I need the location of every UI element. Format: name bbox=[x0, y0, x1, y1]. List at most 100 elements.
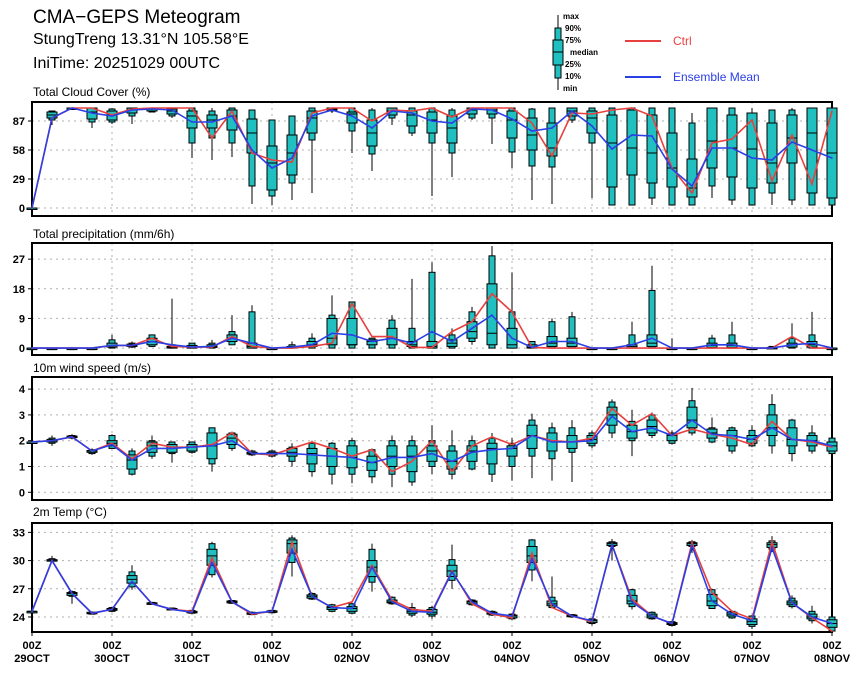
mean-point bbox=[571, 110, 573, 112]
mean-point bbox=[231, 601, 233, 603]
box-p25-p75 bbox=[606, 114, 618, 188]
ctrl-point bbox=[631, 424, 633, 427]
mean-point bbox=[311, 115, 313, 117]
mean-point bbox=[691, 185, 693, 187]
ctrl-point bbox=[491, 292, 493, 295]
y-tick-label: 87 bbox=[13, 116, 25, 128]
x-tick-date-label: 04NOV bbox=[494, 653, 531, 665]
ctrl-point bbox=[831, 110, 833, 112]
mean-point bbox=[431, 611, 433, 614]
mean-point bbox=[371, 340, 373, 343]
mean-point bbox=[811, 616, 813, 618]
mean-point bbox=[411, 456, 413, 459]
mean-point bbox=[351, 334, 353, 336]
mean-point bbox=[211, 445, 213, 447]
mean-point bbox=[551, 340, 553, 343]
box-plot bbox=[326, 295, 338, 349]
mean-point bbox=[211, 121, 213, 123]
ctrl-point bbox=[371, 448, 373, 451]
mean-point bbox=[271, 347, 273, 349]
ctrl-point bbox=[351, 107, 353, 109]
mean-point bbox=[531, 557, 533, 560]
mean-point bbox=[191, 446, 193, 448]
mean-point bbox=[591, 619, 593, 622]
mean-point bbox=[291, 346, 293, 348]
box-p25-p75 bbox=[506, 445, 518, 457]
mean-point bbox=[591, 125, 593, 127]
mean-point bbox=[371, 127, 373, 129]
ctrl-point bbox=[631, 347, 633, 349]
box-plot bbox=[646, 107, 658, 205]
legend-p75-label: 75% bbox=[565, 36, 581, 45]
ctrl-point bbox=[751, 443, 753, 446]
legend-mean-label: Ensemble Mean bbox=[673, 70, 760, 84]
x-tick-date-label: 29OCT bbox=[14, 653, 50, 665]
mean-point bbox=[151, 108, 153, 110]
mean-point bbox=[731, 343, 733, 346]
panel-title: Total precipitation (mm/6h) bbox=[33, 227, 174, 241]
mean-point bbox=[171, 343, 173, 346]
x-tick-time-label: 00Z bbox=[583, 640, 602, 652]
x-tick-time-label: 00Z bbox=[23, 640, 42, 652]
x-tick-time-label: 00Z bbox=[743, 640, 762, 652]
ctrl-point bbox=[211, 556, 213, 559]
box-plot bbox=[686, 387, 698, 436]
ctrl-point bbox=[351, 302, 353, 305]
ctrl-point bbox=[331, 447, 333, 450]
ctrl-point bbox=[791, 134, 793, 136]
box-p25-p75 bbox=[526, 117, 538, 151]
mean-point bbox=[831, 157, 833, 159]
mean-point bbox=[331, 606, 333, 609]
ctrl-point bbox=[371, 120, 373, 122]
box-plot bbox=[206, 427, 218, 472]
ctrl-point bbox=[271, 159, 273, 161]
mean-point bbox=[771, 426, 773, 429]
ctrl-point bbox=[211, 443, 213, 446]
ctrl-point bbox=[591, 113, 593, 115]
x-tick-date-label: 02NOV bbox=[334, 653, 371, 665]
mean-point bbox=[311, 595, 313, 598]
ctrl-point bbox=[91, 107, 93, 109]
ctrl-point bbox=[651, 412, 653, 415]
mean-point bbox=[751, 438, 753, 441]
ctrl-point bbox=[491, 436, 493, 438]
x-tick-date-label: 06NOV bbox=[654, 653, 691, 665]
ctrl-point bbox=[491, 107, 493, 109]
mean-point bbox=[551, 127, 553, 129]
box-p25-p75 bbox=[326, 447, 338, 467]
ctrl-point bbox=[591, 437, 593, 439]
mean-point bbox=[791, 602, 793, 604]
mean-point bbox=[151, 447, 153, 450]
mean-point bbox=[571, 340, 573, 343]
box-plot bbox=[626, 107, 638, 206]
ctrl-point bbox=[391, 470, 393, 473]
ctrl-point bbox=[411, 110, 413, 112]
mean-point bbox=[331, 109, 333, 111]
box-p25-p75 bbox=[486, 442, 498, 465]
mean-point bbox=[351, 607, 353, 610]
mean-point bbox=[411, 610, 413, 613]
box-plot bbox=[446, 108, 458, 177]
ctrl-point bbox=[431, 346, 433, 349]
mean-point bbox=[71, 436, 73, 438]
box-plot bbox=[706, 417, 718, 444]
mean-point bbox=[91, 347, 93, 349]
mean-point bbox=[491, 314, 493, 316]
box-plot bbox=[546, 422, 558, 481]
box-p10-p90 bbox=[428, 271, 436, 349]
mean-point bbox=[191, 611, 193, 614]
mean-point bbox=[231, 439, 233, 442]
ctrl-point bbox=[811, 441, 813, 443]
mean-point bbox=[511, 615, 513, 617]
ctrl-point bbox=[731, 437, 733, 439]
mean-point bbox=[811, 439, 813, 442]
x-tick-date-label: 08NOV bbox=[814, 653, 851, 665]
mean-point bbox=[651, 615, 653, 617]
ctrl-point bbox=[411, 346, 413, 349]
box-plot bbox=[666, 107, 678, 206]
ctrl-point bbox=[231, 335, 233, 338]
mean-point bbox=[471, 327, 473, 330]
box-plot bbox=[146, 435, 158, 459]
box-p25-p75 bbox=[246, 118, 258, 154]
mean-point bbox=[511, 337, 513, 340]
